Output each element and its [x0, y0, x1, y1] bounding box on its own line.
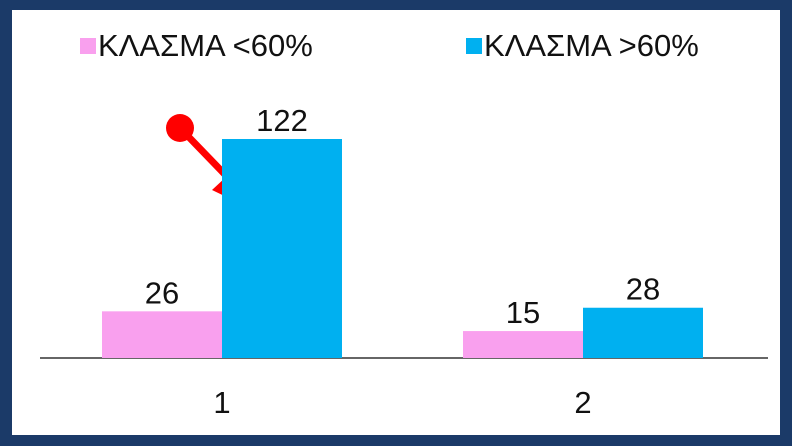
legend-label: ΚΛΑΣΜΑ >60% [484, 28, 699, 63]
data-label: 26 [145, 275, 179, 310]
bar [463, 331, 583, 358]
legend-swatch [466, 38, 482, 54]
bar [222, 139, 342, 358]
data-label: 28 [626, 272, 660, 307]
bar [102, 311, 222, 358]
x-tick-label: 1 [213, 385, 230, 420]
x-tick-label: 2 [574, 385, 591, 420]
legend-swatch [80, 38, 96, 54]
bar [583, 307, 703, 358]
data-label: 15 [506, 295, 540, 330]
plot-panel [12, 10, 780, 435]
arrow-dot [166, 114, 194, 142]
data-label: 122 [256, 103, 308, 138]
legend-label: ΚΛΑΣΜΑ <60% [98, 28, 313, 63]
